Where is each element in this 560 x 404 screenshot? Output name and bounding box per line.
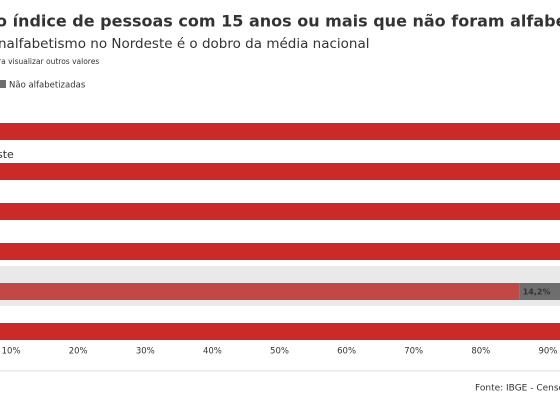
x-tick-label: 10% (2, 347, 21, 357)
x-tick-label: 90% (538, 347, 557, 357)
category-label: ste (0, 148, 14, 161)
legend-swatch (0, 80, 6, 88)
x-tick-label: 80% (471, 347, 490, 357)
chart-source: Fonte: IBGE - Censo D (475, 384, 560, 394)
bar-segment (0, 203, 560, 220)
chart-note: ra visualizar outros valores (0, 57, 99, 66)
x-tick-label: 50% (270, 347, 289, 357)
value-label: 14,2% (523, 288, 551, 297)
x-tick-label: 70% (404, 347, 423, 357)
bar-segment (0, 123, 560, 140)
bar-segment (0, 163, 560, 180)
chart-title: o índice de pessoas com 15 anos ou mais … (0, 12, 560, 31)
bar-segment (519, 283, 560, 300)
x-tick-label: 30% (136, 347, 155, 357)
bar-segment (0, 283, 520, 300)
legend-label: Não alfabetizadas (9, 81, 86, 91)
x-tick-label: 40% (203, 347, 222, 357)
bar-segment (0, 323, 560, 340)
bar-segment (0, 243, 560, 260)
x-tick-label: 20% (69, 347, 88, 357)
chart-subtitle: nalfabetismo no Nordeste é o dobro da mé… (0, 36, 370, 52)
x-tick-label: 60% (337, 347, 356, 357)
